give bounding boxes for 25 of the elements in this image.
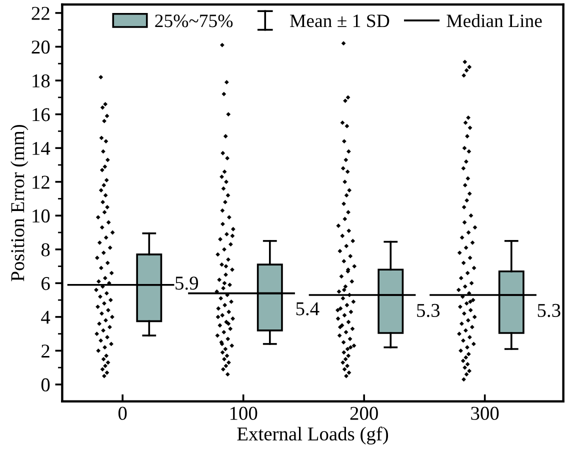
x-axis-title: External Loads (gf) [237, 426, 388, 445]
text: 5.3 [417, 304, 440, 318]
legend-label: 25%~75% [155, 14, 233, 28]
y-tick-label: 6 [42, 277, 50, 290]
y-tick-label: 22 [32, 6, 50, 20]
x-tick-label: 300 [471, 406, 499, 420]
y-tick-label: 10 [32, 209, 50, 223]
text: 5.3 [538, 304, 560, 318]
y-tick-label: 12 [32, 176, 50, 189]
y-tick-label: 14 [32, 142, 50, 155]
y-tick-label: 2 [42, 344, 50, 358]
y-tick-label: 20 [32, 40, 50, 54]
x-tick-label: 200 [350, 406, 378, 420]
y-tick-label: 0 [41, 378, 50, 392]
annotation: Median Line [446, 14, 542, 28]
y-tick-label: 16 [32, 108, 50, 122]
y-tick-label: 8 [41, 243, 50, 256]
y-tick-label: 18 [32, 74, 50, 88]
annotation: Mean ± 1 SD [290, 14, 390, 28]
y-tick-label: 4 [41, 310, 50, 324]
x-tick-label: 0 [118, 406, 127, 420]
text: 5.9 [176, 276, 198, 290]
text: 5.4 [296, 302, 320, 316]
y-axis-title: Position Error (mm) [10, 124, 28, 282]
x-tick-label: 100 [230, 406, 258, 420]
